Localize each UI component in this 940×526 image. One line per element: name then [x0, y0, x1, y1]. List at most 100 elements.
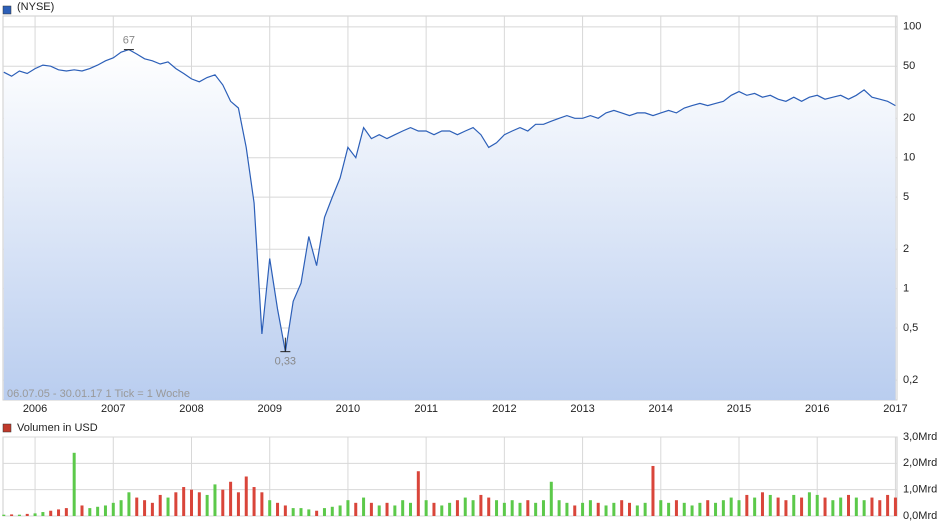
x-tick-label: 2008 [179, 403, 203, 415]
x-tick-label: 2009 [257, 403, 281, 415]
volume-bar [745, 494, 749, 516]
volume-bar [236, 492, 240, 516]
x-tick-label: 2007 [101, 403, 125, 415]
price-line [3, 48, 896, 352]
y-tick-label: 10 [903, 152, 915, 164]
volume-bar [839, 497, 843, 516]
volume-bar [291, 508, 295, 516]
volume-bar [628, 502, 632, 516]
x-tick-label: 2017 [883, 403, 907, 415]
volume-bar [432, 502, 436, 516]
volume-bar [338, 505, 342, 516]
volume-bar [455, 500, 459, 516]
volume-bar [307, 509, 311, 516]
volume-bar [127, 492, 131, 516]
volume-bar [315, 510, 319, 516]
legend-swatch [2, 5, 12, 15]
volume-bar [698, 502, 702, 516]
volume-bar [674, 500, 678, 516]
volume-bar [150, 502, 154, 516]
volume-bar [823, 497, 827, 516]
x-tick-label: 2006 [23, 403, 47, 415]
x-tick-label: 2012 [492, 403, 516, 415]
volume-bar [815, 494, 819, 516]
volume-bar [807, 492, 811, 516]
volume-bar [362, 497, 366, 516]
y-tick-label: 100 [903, 21, 921, 33]
volume-bar [604, 505, 608, 516]
volume-bar [182, 487, 186, 516]
volume-bar [103, 505, 107, 516]
volume-bar [729, 497, 733, 516]
volume-bar [96, 506, 100, 516]
volume-bar [776, 497, 780, 516]
volume-bar [143, 500, 147, 516]
volume-bar [557, 500, 561, 516]
volume-bar [158, 494, 162, 516]
volume-bar [252, 487, 256, 516]
volume-bar [682, 502, 686, 516]
volume-bar [416, 471, 420, 516]
x-tick-label: 2014 [649, 403, 673, 415]
volume-bar [847, 494, 851, 516]
volume-bar [667, 502, 671, 516]
volume-bar [659, 500, 663, 516]
y-tick-label: 1 [903, 283, 909, 295]
y-tick-label: 2 [903, 243, 909, 255]
volume-bar [886, 494, 890, 516]
volume-bar [870, 497, 874, 516]
volume-bar [393, 505, 397, 516]
volume-bar [596, 502, 600, 516]
volume-bar [635, 505, 639, 516]
volume-bar [581, 502, 585, 516]
volume-bar [354, 502, 358, 516]
volume-bar [541, 500, 545, 516]
volume-bar [526, 500, 530, 516]
y-tick-label: 0,5 [903, 322, 918, 334]
legend-label: Volumen in USD [17, 422, 98, 434]
volume-bar [495, 500, 499, 516]
y-tick-label: 20 [903, 112, 915, 124]
volume-bar [283, 505, 287, 516]
volume-bar [753, 497, 757, 516]
volume-bar [197, 492, 201, 516]
volume-bar [620, 500, 624, 516]
volume-bar [10, 514, 14, 516]
volume-bar [401, 500, 405, 516]
volume-bar [440, 505, 444, 516]
volume-bar [565, 502, 569, 516]
volume-bar [831, 500, 835, 516]
volume-bar [174, 492, 178, 516]
volume-bar [299, 508, 303, 516]
volume-bar [534, 502, 538, 516]
volume-bar [205, 494, 209, 516]
volume-bar [322, 508, 326, 516]
volume-bar [268, 500, 272, 516]
volume-bar [2, 514, 6, 516]
x-tick-label: 2013 [570, 403, 594, 415]
volume-bar [760, 492, 764, 516]
volume-bar [221, 489, 225, 516]
y-tick-label: 0,0Mrd [903, 510, 937, 522]
volume-bar [57, 509, 61, 516]
volume-bar [784, 500, 788, 516]
volume-bar [706, 500, 710, 516]
volume-bar [502, 502, 506, 516]
volume-bar [88, 508, 92, 516]
legend-label: (NYSE) [17, 1, 54, 13]
volume-bar [549, 481, 553, 516]
volume-bar [346, 500, 350, 516]
volume-bar [424, 500, 428, 516]
volume-bar [64, 508, 68, 516]
volume-bar [463, 497, 467, 516]
volume-bar [800, 497, 804, 516]
volume-bar [714, 502, 718, 516]
volume-bar [792, 494, 796, 516]
volume-bar [80, 505, 84, 516]
annotation-label: 67 [123, 35, 135, 47]
volume-bar [768, 494, 772, 516]
volume-bar [518, 502, 522, 516]
x-tick-label: 2011 [414, 403, 438, 415]
volume-bar [41, 512, 45, 516]
